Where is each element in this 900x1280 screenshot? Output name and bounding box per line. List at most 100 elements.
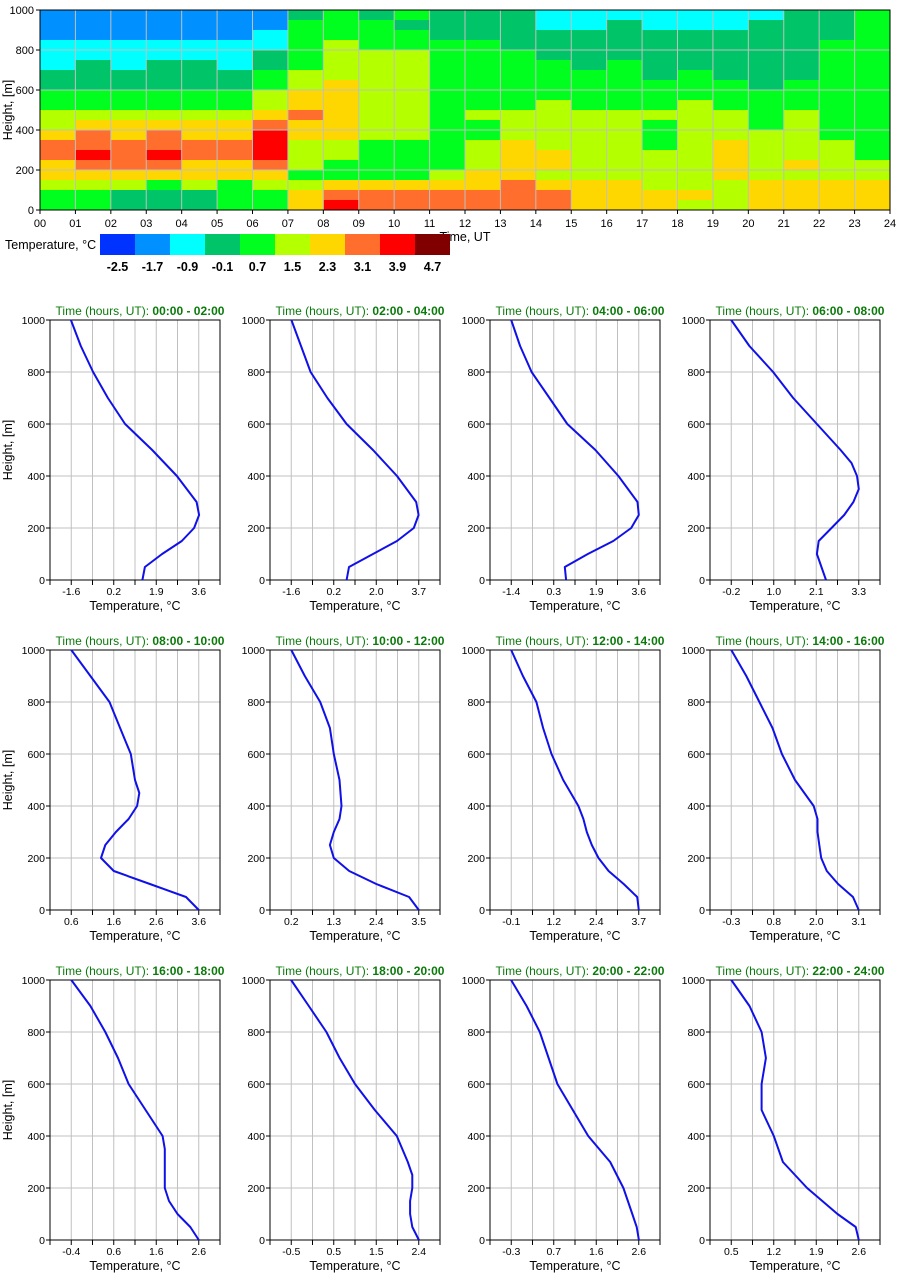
heatmap-cell: [110, 120, 147, 131]
heatmap-cell: [394, 100, 430, 111]
heatmap-cell: [181, 190, 218, 201]
heatmap-cell: [854, 40, 891, 51]
heatmap-cell: [748, 80, 785, 91]
heatmap-cell: [323, 160, 360, 171]
heatmap-cell: [217, 180, 253, 191]
heatmap-cell: [819, 150, 855, 161]
profile-title: Time (hours, UT): 02:00 - 04:00: [276, 304, 445, 318]
profile-title-prefix: Time (hours, UT):: [496, 964, 593, 978]
heatmap-cell: [217, 80, 253, 91]
heatmap-cell: [748, 110, 785, 121]
heatmap-xtick-label: 23: [848, 218, 860, 230]
profile-xlabel: Temperature, °C: [309, 929, 400, 943]
profile-xtick-label: 2.4: [589, 916, 604, 928]
profile-xtick-label: 1.0: [766, 586, 781, 598]
heatmap-ylabel: Height, [m]: [1, 80, 15, 140]
heatmap-cell: [571, 40, 608, 51]
heatmap-cell: [606, 200, 643, 211]
heatmap-ytick-label: 800: [16, 45, 34, 57]
heatmap-cell: [677, 80, 714, 91]
heatmap-cell: [606, 120, 643, 131]
heatmap-cell: [146, 200, 183, 211]
heatmap-cell: [712, 80, 749, 91]
profile-time-range: 14:00 - 16:00: [812, 634, 884, 648]
heatmap-cell: [642, 150, 678, 161]
profile-ytick-label: 0: [479, 575, 485, 587]
profile-ytick-label: 0: [259, 1235, 265, 1247]
heatmap-cell: [571, 120, 608, 131]
profile-panel: [46, 319, 221, 585]
heatmap-cell: [75, 100, 112, 111]
heatmap-cell: [181, 100, 218, 111]
heatmap-cell: [854, 150, 891, 161]
heatmap-cell: [110, 30, 147, 41]
profile-ytick-label: 0: [259, 905, 265, 917]
heatmap-cell: [40, 190, 76, 201]
profile-xtick-label: -0.3: [722, 916, 740, 928]
heatmap-cell: [181, 130, 218, 141]
colorbar-swatch: [100, 234, 135, 255]
heatmap-cell: [394, 20, 430, 31]
heatmap-cell: [40, 70, 76, 81]
heatmap-cell: [75, 190, 112, 201]
profile-xtick-label: 0.5: [326, 1246, 341, 1258]
heatmap-cell: [429, 150, 466, 161]
heatmap-cell: [677, 100, 714, 111]
heatmap-cell: [287, 60, 324, 71]
profile-ytick-label: 0: [39, 575, 45, 587]
profile-xtick-label: 3.6: [631, 586, 646, 598]
heatmap-cell: [500, 20, 537, 31]
profile-ytick-label: 200: [27, 523, 45, 535]
profile-time-range: 04:00 - 06:00: [592, 304, 664, 318]
heatmap-cell: [252, 190, 289, 201]
heatmap-cell: [748, 10, 785, 21]
heatmap-cell: [252, 120, 289, 131]
heatmap-cell: [110, 90, 147, 101]
heatmap-cell: [358, 80, 395, 91]
profile-xtick-label: 1.6: [589, 1246, 604, 1258]
heatmap-cell: [110, 180, 147, 191]
heatmap-cell: [146, 160, 183, 171]
heatmap-cell: [217, 150, 253, 161]
heatmap-cell: [358, 200, 395, 211]
profile-ytick-label: 600: [467, 1079, 485, 1091]
profile-title: Time (hours, UT): 10:00 - 12:00: [276, 634, 445, 648]
temperature-profile-line: [730, 319, 860, 581]
profile-title-prefix: Time (hours, UT):: [56, 964, 153, 978]
heatmap-cell: [571, 60, 608, 71]
colorbar-swatch: [170, 234, 205, 255]
profile-ytick-label: 800: [247, 697, 265, 709]
temperature-profile-line: [290, 319, 420, 581]
heatmap-cell: [252, 40, 289, 51]
heatmap-cell: [500, 180, 537, 191]
heatmap-cell: [642, 10, 678, 21]
profile-xlabel: Temperature, °C: [749, 1259, 840, 1273]
heatmap-cell: [500, 120, 537, 131]
heatmap-cell: [394, 110, 430, 121]
heatmap-cell: [748, 180, 785, 191]
heatmap-cell: [677, 20, 714, 31]
heatmap-cell: [217, 200, 253, 211]
heatmap-cell: [606, 60, 643, 71]
profile-ytick-label: 0: [39, 905, 45, 917]
profile-ytick-label: 600: [687, 1079, 705, 1091]
heatmap-cell: [394, 160, 430, 171]
heatmap-cell: [252, 50, 289, 61]
heatmap-cell: [429, 160, 466, 171]
heatmap-cell: [606, 170, 643, 181]
heatmap-cell: [854, 100, 891, 111]
profile-title: Time (hours, UT): 06:00 - 08:00: [716, 304, 885, 318]
profile-xtick-label: 2.1: [809, 586, 824, 598]
heatmap-cell: [783, 30, 820, 41]
heatmap-cell: [748, 70, 785, 81]
heatmap-cell: [748, 90, 785, 101]
heatmap-cell: [217, 40, 253, 51]
heatmap-cell: [394, 70, 430, 81]
heatmap-cell: [146, 130, 183, 141]
temperature-profile-line: [70, 649, 200, 911]
heatmap-cell: [500, 170, 537, 181]
heatmap-cell: [465, 160, 501, 171]
heatmap-cell: [748, 170, 785, 181]
profile-ytick-label: 1000: [462, 645, 486, 657]
heatmap-cell: [783, 140, 820, 151]
